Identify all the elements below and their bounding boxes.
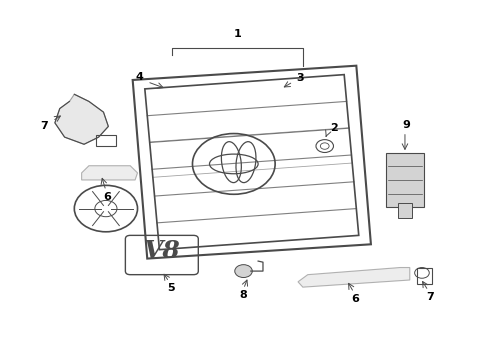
- Circle shape: [234, 265, 252, 278]
- Bar: [96, 135, 116, 146]
- Bar: [397, 203, 411, 217]
- Text: 1: 1: [233, 28, 241, 39]
- Bar: [416, 267, 431, 284]
- Text: V8: V8: [143, 239, 180, 264]
- Text: 5: 5: [166, 283, 174, 293]
- Text: 7: 7: [426, 292, 433, 302]
- Text: 2: 2: [330, 123, 338, 133]
- FancyBboxPatch shape: [385, 153, 424, 207]
- Text: 4: 4: [135, 72, 142, 82]
- Text: 8: 8: [239, 291, 247, 300]
- Text: 3: 3: [296, 73, 304, 83]
- Text: 9: 9: [401, 120, 409, 130]
- Polygon shape: [55, 94, 108, 144]
- Polygon shape: [297, 267, 409, 287]
- Polygon shape: [81, 166, 137, 180]
- Text: 6: 6: [350, 294, 358, 304]
- Text: 7: 7: [40, 121, 48, 131]
- Text: 6: 6: [103, 192, 111, 202]
